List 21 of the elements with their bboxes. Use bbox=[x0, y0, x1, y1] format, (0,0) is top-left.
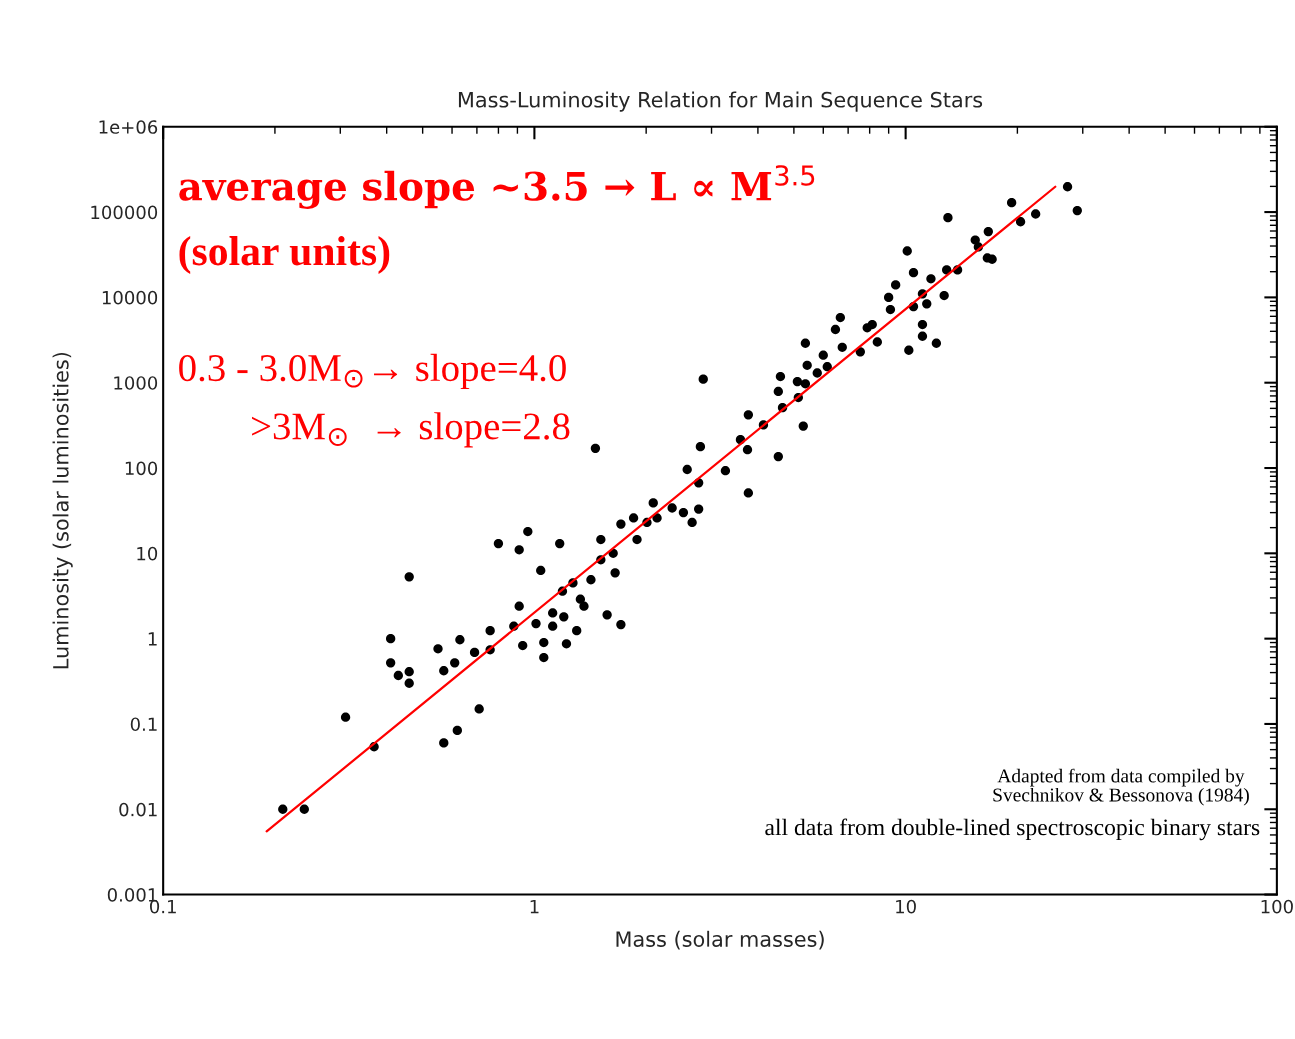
y-tick-label: 1000 bbox=[114, 376, 158, 390]
x-axis-title: Mass (solar masses) bbox=[616, 930, 824, 950]
y-tick-label: 0.1 bbox=[130, 717, 157, 732]
annotation: >3M$_{⊙}$ → slope=2.8 bbox=[252, 412, 570, 448]
y-tick-label: 1 bbox=[148, 632, 157, 646]
y-tick-label: 1e+06 bbox=[99, 120, 158, 134]
x-tick-label: 1 bbox=[530, 900, 539, 914]
annotation: average slope ~3.5 → L ∝ M$^{3.5}$ bbox=[179, 165, 815, 209]
chart-title: Mass-Luminosity Relation for Main Sequence Stars bbox=[458, 91, 983, 112]
annotation: Adapted from data compiled by Svechnikov & Bessonova (1984) bbox=[993, 768, 1249, 806]
y-tick-label: 100000 bbox=[91, 205, 158, 220]
x-tick-label: 100 bbox=[1261, 899, 1293, 914]
x-tick-label: 10 bbox=[896, 899, 916, 914]
y-tick-label: 100 bbox=[125, 461, 158, 476]
annotation: (solar units) bbox=[179, 236, 390, 274]
y-tick-label: 0.01 bbox=[119, 802, 157, 817]
y-axis-title: Luminosity (solar luminosities) bbox=[52, 352, 73, 669]
annotation: 0.3 - 3.0M$_{⊙}$→ slope=4.0 bbox=[179, 353, 566, 390]
annotation: all data from double-lined spectroscopic binary stars bbox=[765, 818, 1260, 841]
y-tick-label: 10 bbox=[137, 546, 158, 561]
y-tick-label: 10000 bbox=[102, 290, 158, 305]
